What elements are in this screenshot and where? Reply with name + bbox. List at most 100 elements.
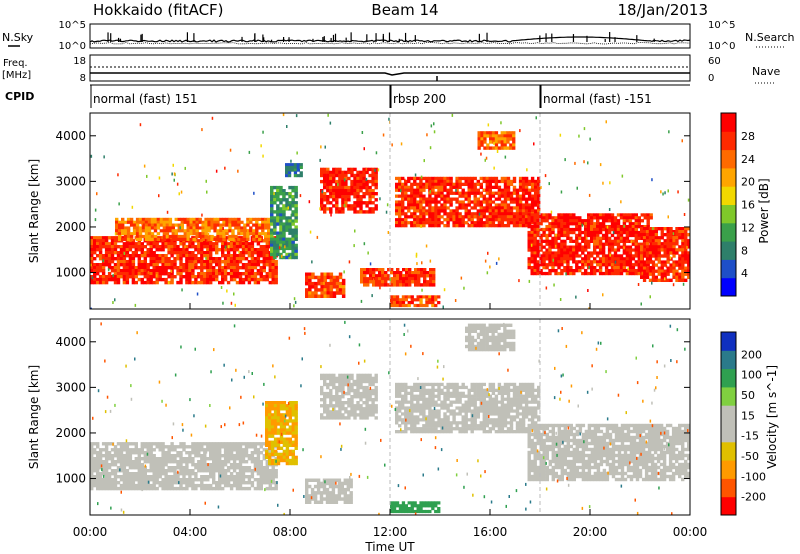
- echo-cell: [634, 242, 638, 246]
- echo-cell: [271, 466, 275, 470]
- echo-cell: [353, 185, 357, 190]
- echo-cell: [131, 486, 136, 491]
- echo-cell: [231, 220, 235, 224]
- echo-cell: [276, 404, 281, 408]
- echo-cell: [488, 224, 492, 228]
- echo-cell: [270, 252, 274, 257]
- echo-cell: [191, 478, 195, 482]
- echo-cell: [648, 272, 653, 276]
- echo-cell: [542, 271, 546, 276]
- echo-cell: [212, 257, 216, 261]
- echo-speck: [205, 179, 207, 183]
- echo-cell: [191, 483, 195, 488]
- echo-cell: [141, 229, 146, 233]
- echo-cell: [90, 478, 94, 482]
- echo-cell: [282, 231, 286, 235]
- echo-cell: [464, 194, 468, 198]
- echo-cell: [288, 243, 292, 248]
- echo-cell: [221, 260, 225, 264]
- echo-cell: [542, 260, 546, 264]
- echo-cell: [156, 223, 161, 227]
- echo-cell: [323, 281, 327, 286]
- echo-cell: [119, 248, 124, 252]
- echo-speck: [493, 142, 495, 145]
- echo-cell: [149, 486, 153, 491]
- echo-cell: [276, 455, 281, 460]
- echo-cell: [622, 213, 627, 217]
- echo-cell: [259, 478, 263, 482]
- echo-cell: [210, 237, 214, 241]
- echo-cell: [440, 182, 444, 186]
- colorbar-swatch: [721, 131, 736, 151]
- echo-cell: [213, 223, 217, 227]
- echo-cell: [503, 179, 508, 184]
- echo-cell: [521, 224, 526, 228]
- echo-cell: [179, 275, 183, 279]
- echo-cell: [96, 254, 100, 258]
- echo-cell: [235, 481, 240, 485]
- echo-cell: [467, 224, 471, 228]
- echo-cell: [398, 301, 403, 305]
- echo-cell: [527, 209, 532, 213]
- echo-cell: [155, 486, 159, 491]
- echo-cell: [515, 200, 520, 204]
- echo-cell: [428, 224, 432, 228]
- echo-cell: [338, 182, 342, 187]
- echo-cell: [404, 185, 408, 189]
- echo-cell: [218, 454, 222, 458]
- echo-cell: [185, 445, 189, 449]
- echo-cell: [560, 216, 564, 220]
- echo-cell: [503, 185, 508, 189]
- echo-cell: [161, 272, 165, 276]
- echo-cell: [223, 472, 228, 476]
- echo-cell: [542, 245, 546, 249]
- echo-cell: [244, 263, 249, 267]
- echo-cell: [500, 215, 505, 219]
- echo-cell: [317, 294, 321, 298]
- echo-cell: [619, 271, 624, 276]
- echo-cell: [116, 277, 121, 282]
- echo-cell: [170, 466, 174, 470]
- echo-cell: [640, 225, 644, 229]
- echo-cell: [648, 245, 653, 249]
- echo-cell: [422, 176, 426, 181]
- echo-cell: [437, 218, 441, 222]
- echo-cell: [288, 419, 292, 423]
- echo-cell: [399, 277, 403, 281]
- echo-cell: [225, 217, 229, 221]
- echo-cell: [381, 268, 385, 272]
- echo-cell: [209, 251, 213, 255]
- echo-cell: [584, 245, 588, 249]
- echo-cell: [681, 266, 685, 270]
- echo-cell: [146, 475, 150, 479]
- echo-cell: [616, 225, 621, 229]
- echo-cell: [338, 207, 342, 211]
- echo-cell: [244, 451, 249, 455]
- echo-cell: [601, 254, 606, 258]
- echo-cell: [464, 179, 468, 184]
- echo-cell: [533, 242, 537, 246]
- echo-cell: [167, 445, 171, 449]
- cpid-segment-label: normal (fast) -151: [543, 92, 652, 106]
- echo-cell: [173, 481, 177, 485]
- echo-cell: [428, 191, 432, 195]
- echo-cell: [93, 448, 97, 452]
- echo-cell: [420, 283, 424, 287]
- echo-cell: [128, 442, 133, 446]
- echo-cell: [210, 223, 214, 227]
- echo-cell: [359, 179, 363, 184]
- echo-cell: [402, 280, 406, 284]
- echo-cell: [276, 246, 280, 251]
- echo-cell: [488, 200, 492, 204]
- echo-cell: [437, 295, 441, 299]
- echo-cell: [419, 203, 423, 207]
- echo-cell: [189, 217, 193, 221]
- echo-cell: [240, 226, 244, 230]
- echo-cell: [642, 242, 647, 246]
- echo-cell: [619, 230, 624, 235]
- echo-cell: [554, 219, 558, 223]
- echo-cell: [195, 223, 199, 227]
- echo-cell: [416, 176, 420, 181]
- echo-cell: [268, 413, 272, 417]
- echo-cell: [323, 170, 327, 175]
